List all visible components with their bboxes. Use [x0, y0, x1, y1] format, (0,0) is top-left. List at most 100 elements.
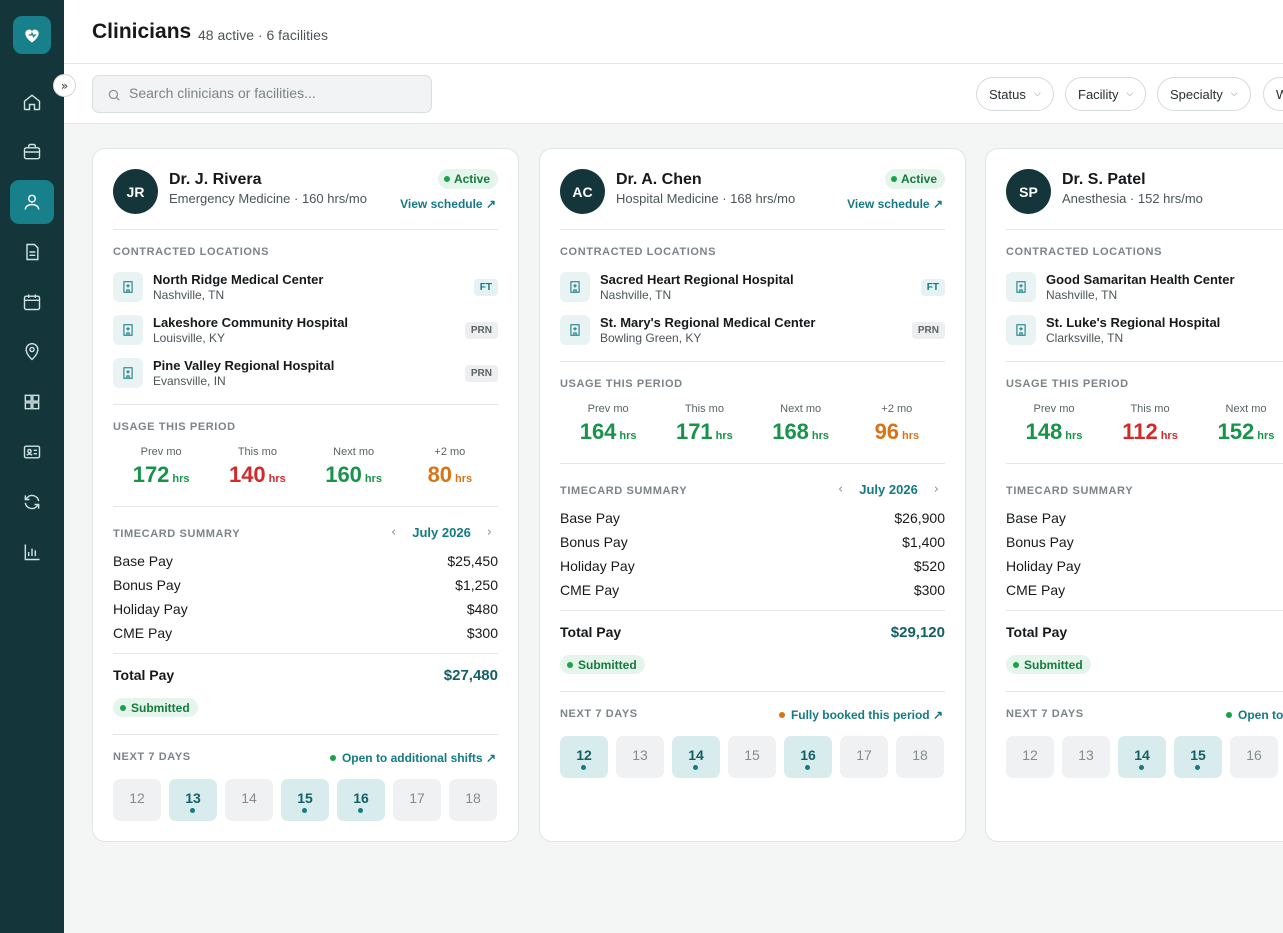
nav-reports[interactable]	[10, 530, 54, 574]
chevron-right-icon[interactable]: ›	[486, 525, 492, 540]
nav-home[interactable]	[10, 80, 54, 124]
day-cell[interactable]: 18	[449, 779, 497, 821]
search-input[interactable]	[129, 85, 419, 101]
day-cell[interactable]: 16	[1230, 736, 1278, 778]
nav-documents[interactable]	[10, 230, 54, 274]
day-strip: 12 13 14 15 16 17 18	[560, 736, 944, 778]
nav-calendar[interactable]	[10, 280, 54, 324]
location-city: Nashville, TN	[153, 288, 225, 302]
pay-row: Holiday Pay $480	[113, 601, 498, 619]
chevron-left-icon[interactable]: ‹	[391, 525, 397, 540]
day-cell[interactable]: 12	[113, 779, 161, 821]
day-number: 18	[465, 790, 481, 806]
filter-w[interactable]: W	[1263, 77, 1283, 111]
clinician-card: JR Dr. J. Rivera Emergency Medicine · 16…	[92, 148, 519, 842]
usage-value: 168	[772, 419, 809, 444]
divider	[113, 506, 498, 507]
avatar: AC	[560, 169, 605, 214]
day-cell[interactable]: 16	[784, 736, 832, 778]
day-strip: 12 13 14 15 16	[1006, 736, 1278, 778]
day-number: 15	[1190, 747, 1206, 763]
usage-stats: Prev mo 148 hrs This mo 112 hrs Next mo 152 hr…	[1006, 403, 1283, 453]
clinician-name[interactable]: Dr. A. Chen	[616, 171, 702, 188]
day-cell[interactable]: 17	[840, 736, 888, 778]
day-cell[interactable]: 15	[1174, 736, 1222, 778]
chevron-right-icon[interactable]: ›	[933, 482, 939, 497]
location-item[interactable]: Sacred Heart Regional Hospital Nashville…	[560, 272, 945, 304]
divider	[1006, 229, 1283, 230]
filter-specialty[interactable]: Specialty ⌵	[1157, 77, 1251, 111]
map-pin-icon	[25, 342, 39, 361]
clinician-card: SP Dr. S. Patel Anesthesia · 152 hrs/mo …	[985, 148, 1283, 842]
pay-row: Holiday Pay	[1006, 558, 1263, 576]
location-item[interactable]: Good Samaritan Health Center Nashville, …	[1006, 272, 1283, 304]
view-schedule-link[interactable]: View schedule ↗	[400, 197, 496, 211]
pay-row: CME Pay $300	[113, 625, 498, 643]
section-label: CONTRACTED LOCATIONS	[560, 246, 717, 258]
section-label: USAGE THIS PERIOD	[560, 378, 683, 390]
clinician-name[interactable]: Dr. J. Rivera	[169, 171, 262, 188]
nav-sync[interactable]	[10, 480, 54, 524]
availability-label: Open to additional shifts ↗	[341, 751, 496, 765]
nav-jobs[interactable]	[10, 130, 54, 174]
app-logo[interactable]	[13, 16, 51, 54]
usage-unit: hrs	[811, 430, 830, 442]
usage-unit: hrs	[364, 473, 383, 485]
day-cell[interactable]: 15	[281, 779, 329, 821]
availability-label: Open to	[1238, 708, 1283, 722]
usage-stat: This mo 140 hrs	[209, 446, 305, 496]
pay-label: Holiday Pay	[560, 558, 635, 574]
chevron-down-icon: ⌵	[1126, 89, 1134, 99]
clinician-name[interactable]: Dr. S. Patel	[1062, 171, 1146, 188]
nav-clinicians[interactable]	[10, 180, 54, 224]
day-cell[interactable]: 14	[225, 779, 273, 821]
nav-dashboard[interactable]	[10, 380, 54, 424]
avatar: JR	[113, 169, 158, 214]
status-badge: Active	[884, 169, 945, 189]
day-cell[interactable]: 13	[616, 736, 664, 778]
refresh-icon	[24, 494, 40, 510]
filter-label: Status	[989, 86, 1026, 102]
timecard-status-badge: Submitted	[1006, 655, 1091, 674]
location-item[interactable]: St. Mary's Regional Medical Center Bowli…	[560, 315, 945, 347]
pay-row: CME Pay	[1006, 582, 1263, 600]
day-cell[interactable]: 14	[672, 736, 720, 778]
location-item[interactable]: Lakeshore Community Hospital Louisville,…	[113, 315, 498, 347]
day-cell[interactable]: 12	[1006, 736, 1054, 778]
location-item[interactable]: North Ridge Medical Center Nashville, TN…	[113, 272, 498, 304]
filter-facility[interactable]: Facility ⌵	[1065, 77, 1147, 111]
month-label: July 2026	[412, 525, 471, 540]
filter-label: Facility	[1078, 86, 1119, 102]
chevron-left-icon[interactable]: ‹	[838, 482, 844, 497]
day-cell[interactable]: 18	[896, 736, 944, 778]
search-box[interactable]	[92, 75, 432, 113]
location-item[interactable]: Pine Valley Regional Hospital Evansville…	[113, 358, 498, 390]
pay-amount: $300	[913, 582, 945, 598]
location-name: Lakeshore Community Hospital	[153, 315, 349, 330]
nav-credentials[interactable]	[10, 430, 54, 474]
day-cell[interactable]: 13	[169, 779, 217, 821]
view-schedule-link[interactable]: View schedule ↗	[847, 197, 943, 211]
user-icon	[24, 194, 40, 210]
filter-status[interactable]: Status ⌵	[976, 77, 1054, 111]
day-cell[interactable]: 12	[560, 736, 608, 778]
pay-amount: $25,450	[447, 553, 498, 569]
day-cell[interactable]: 13	[1062, 736, 1110, 778]
timecard-status-badge: Submitted	[113, 698, 198, 717]
day-cell[interactable]: 17	[393, 779, 441, 821]
availability-link[interactable]: Open to additional shifts ↗	[329, 751, 496, 765]
heart-logo-icon	[25, 29, 39, 43]
availability-link[interactable]: Open to	[1226, 708, 1283, 722]
day-number: 14	[1134, 747, 1150, 763]
location-item[interactable]: St. Luke's Regional Hospital Clarksville…	[1006, 315, 1283, 347]
document-icon	[26, 243, 39, 261]
sidebar-collapse-button[interactable]: »	[53, 74, 76, 97]
day-number: 15	[297, 790, 313, 806]
day-cell[interactable]: 16	[337, 779, 385, 821]
contract-type-badge: FT	[473, 279, 498, 296]
availability-link[interactable]: Fully booked this period ↗	[778, 708, 943, 722]
usage-value: 152	[1217, 419, 1255, 444]
day-cell[interactable]: 14	[1118, 736, 1166, 778]
nav-locations[interactable]	[10, 330, 54, 374]
day-cell[interactable]: 15	[728, 736, 776, 778]
